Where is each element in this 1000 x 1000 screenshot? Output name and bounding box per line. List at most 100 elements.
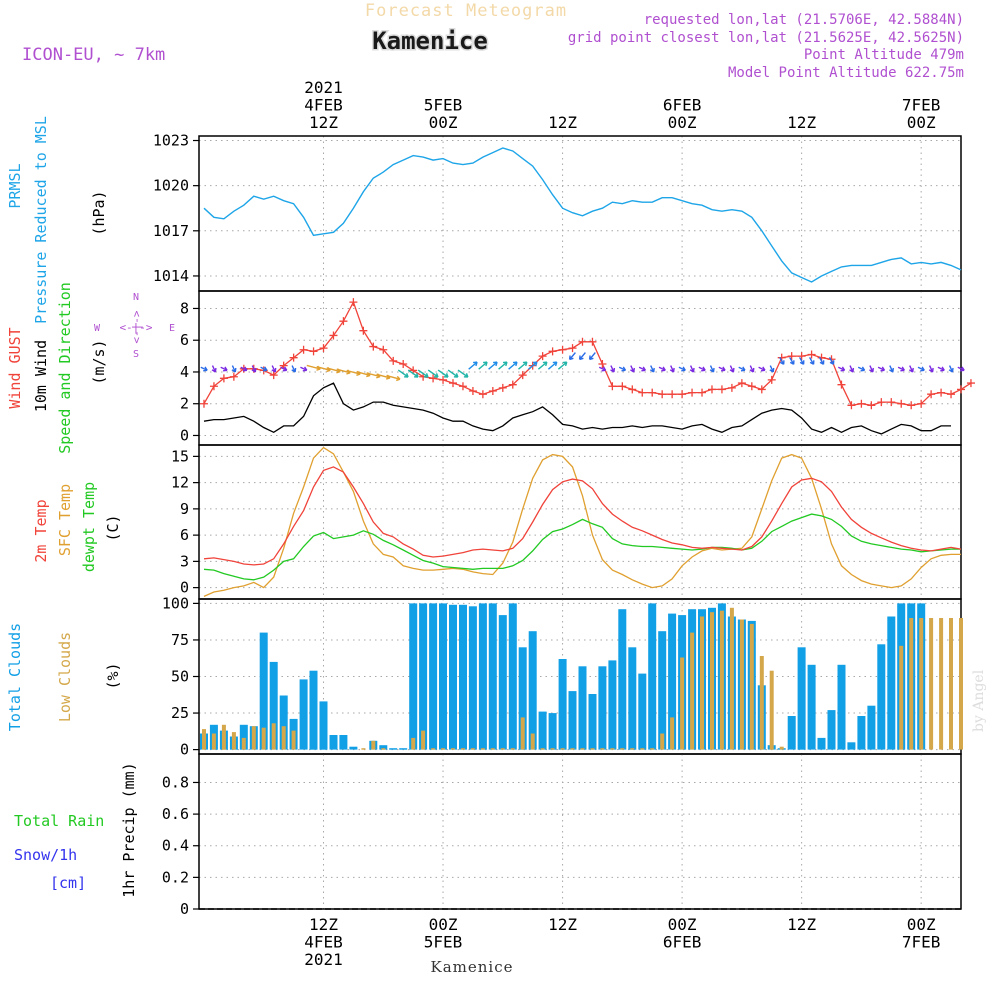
total-cloud-bar xyxy=(439,603,447,750)
low-cloud-bar xyxy=(421,730,426,750)
compass-w: W xyxy=(94,323,101,334)
wind-direction-arrow xyxy=(818,357,825,365)
total-cloud-bar xyxy=(309,670,318,750)
y-tick-label: 0.8 xyxy=(162,773,189,791)
y-tick-label: 8 xyxy=(180,299,189,317)
low-cloud-bar xyxy=(202,729,206,750)
panel-frame xyxy=(198,135,962,292)
gust-marker xyxy=(219,374,228,383)
gust-marker xyxy=(917,399,926,408)
total-cloud-bar xyxy=(468,606,477,750)
gust-marker xyxy=(359,326,368,335)
gust-marker xyxy=(449,379,457,388)
wind-direction-arrow xyxy=(669,365,675,373)
panel-frame xyxy=(198,753,962,910)
temp2m-line xyxy=(203,466,962,566)
total-cloud-bar xyxy=(877,644,886,750)
gust-marker xyxy=(468,387,477,396)
credit-watermark: by Angel xyxy=(971,669,987,732)
model-altitude: Model Point Altitude 622.75m xyxy=(728,65,964,81)
model-name: ICON-EU, ~ 7km xyxy=(22,45,165,65)
total-cloud-bar xyxy=(598,666,607,750)
low-cloud-bar xyxy=(899,645,904,750)
total-cloud-bar xyxy=(508,603,517,750)
panel-frame xyxy=(198,444,962,600)
panel-label: Low Clouds xyxy=(56,632,74,722)
gust-line xyxy=(203,300,972,407)
wind-direction-arrow xyxy=(498,361,508,370)
top-time-label: 4FEB xyxy=(304,96,343,115)
wind-direction-arrow xyxy=(610,365,616,373)
compass-e: E xyxy=(169,323,175,334)
low-cloud-bar xyxy=(461,748,465,750)
y-tick-label: 9 xyxy=(180,500,189,518)
wind-direction-arrow xyxy=(447,369,459,378)
top-time-label: 00Z xyxy=(429,113,458,132)
wind-direction-arrow xyxy=(518,361,528,370)
y-tick-label: 6 xyxy=(180,526,189,544)
gust-marker xyxy=(289,353,298,362)
total-cloud-bar xyxy=(389,748,398,750)
gust-marker xyxy=(458,382,467,391)
top-time-label: 00Z xyxy=(907,113,936,132)
wind-direction-arrow xyxy=(849,365,855,373)
wind-direction-arrow xyxy=(291,365,297,373)
compass-v-axis: <-|-> xyxy=(130,310,143,343)
wind-direction-arrow xyxy=(488,361,498,370)
footer-location: Kamenice xyxy=(431,958,514,976)
wind-direction-arrow xyxy=(598,366,607,372)
legend-snow: Snow/1h xyxy=(14,846,77,864)
wind-direction-arrow xyxy=(537,361,548,370)
gust-marker xyxy=(319,344,328,353)
pressure-panel: 1014 1017 1020 1023 PRMSL Pressure Reduced to… xyxy=(6,116,962,324)
gust-marker xyxy=(429,374,438,383)
low-cloud-bar xyxy=(251,726,256,750)
total-cloud-bar xyxy=(478,603,487,750)
clouds-panel: 0 25 50 75 100 Total Clouds Low Clouds (%) xyxy=(6,594,963,759)
total-cloud-bar xyxy=(548,713,557,750)
bottom-time-label: 12Z xyxy=(548,915,577,934)
low-cloud-bar xyxy=(610,748,615,750)
pressure-line xyxy=(203,147,962,283)
low-cloud-bar xyxy=(700,616,704,750)
top-time-label: 00Z xyxy=(668,113,697,132)
total-cloud-bar xyxy=(339,735,348,750)
gust-marker xyxy=(638,388,647,397)
top-time-label: 7FEB xyxy=(902,96,941,115)
low-cloud-bar xyxy=(680,657,685,750)
total-cloud-bar xyxy=(847,742,856,750)
gust-marker xyxy=(588,337,597,346)
gust-marker xyxy=(737,379,746,388)
wind-panel: 0 2 4 6 8 Wind GUST 10m Wind Speed and Directio… xyxy=(6,282,975,454)
gust-marker xyxy=(648,388,657,397)
wind-direction-arrow xyxy=(718,366,726,372)
gust-marker xyxy=(518,371,527,380)
gust-marker xyxy=(299,345,308,354)
compass-s: S xyxy=(133,349,139,360)
gust-marker xyxy=(349,298,358,307)
wind-direction-arrow xyxy=(758,366,766,372)
location-title: Kamenice xyxy=(372,27,488,55)
y-tick-label: 1014 xyxy=(153,267,189,285)
wind-direction-arrow xyxy=(957,366,965,372)
total-cloud-bar xyxy=(817,737,826,750)
wind-direction-arrow xyxy=(689,365,695,373)
gust-marker xyxy=(837,380,846,389)
wind-direction-arrow xyxy=(828,357,835,365)
low-cloud-bar xyxy=(919,618,924,750)
bottom-time-label: 5FEB xyxy=(424,933,463,952)
bottom-time-label: 4FEB xyxy=(304,933,343,952)
total-cloud-bar xyxy=(498,615,507,750)
precip-panel: 0 0.2 0.4 0.6 0.8 1hr Precip (mm) Total Rain Sn… xyxy=(14,753,962,918)
low-cloud-bar xyxy=(759,656,764,750)
total-cloud-bar xyxy=(668,613,677,750)
panel-label: SFC Temp xyxy=(56,484,74,556)
low-cloud-bar xyxy=(929,618,934,750)
wind-direction-arrow xyxy=(779,357,785,365)
total-cloud-bar xyxy=(349,746,358,750)
wind-direction-arrow xyxy=(397,369,409,378)
low-cloud-bar xyxy=(620,748,625,750)
panel-frame xyxy=(198,290,962,446)
y-tick-label: 3 xyxy=(180,552,189,570)
